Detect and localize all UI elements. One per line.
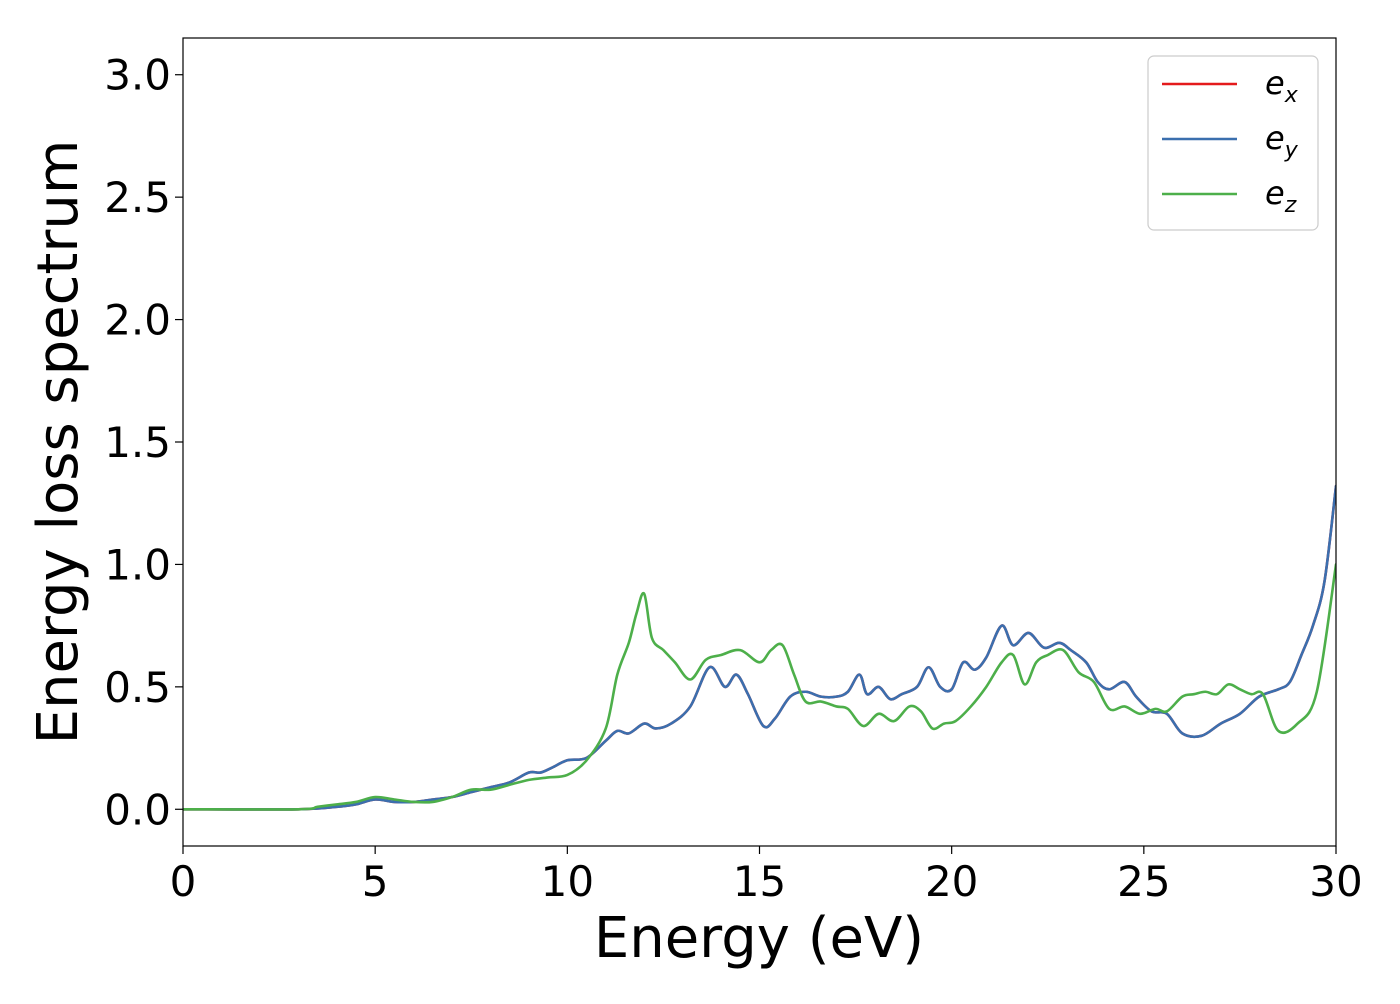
legend-label-base: e [1265, 119, 1285, 157]
x-tick-label: 15 [733, 857, 786, 906]
x-tick-label: 10 [541, 857, 594, 906]
legend-label-base: e [1265, 64, 1285, 102]
x-tick-label: 30 [1309, 857, 1362, 906]
legend-label-base: e [1265, 174, 1285, 212]
x-tick-label: 0 [170, 857, 197, 906]
y-tick-label: 0.0 [104, 785, 171, 834]
legend-box [1147, 55, 1319, 231]
legend-label-subscript: x [1284, 83, 1299, 108]
y-tick-label: 0.5 [104, 663, 171, 712]
x-tick-label: 25 [1117, 857, 1170, 906]
legend-label-y: ey [1265, 119, 1299, 163]
y-tick-label: 1.5 [104, 418, 171, 467]
legend-label-x: ex [1265, 64, 1299, 108]
y-tick-label: 3.0 [104, 51, 171, 100]
x-tick-label: 20 [925, 857, 978, 906]
series-line-x [183, 484, 1336, 811]
x-tick-label: 5 [362, 857, 389, 906]
series-line-y [183, 484, 1336, 811]
y-tick-label: 1.0 [104, 540, 171, 589]
legend-label-subscript: z [1284, 193, 1297, 218]
y-axis-label: Energy loss spectrum [26, 140, 91, 745]
y-tick-label: 2.0 [104, 296, 171, 345]
y-tick-label: 2.5 [104, 173, 171, 222]
legend-label-z: ez [1265, 174, 1297, 218]
x-axis-label: Energy (eV) [594, 906, 924, 971]
series-layer [183, 484, 1336, 811]
legend-label-subscript: y [1284, 138, 1299, 163]
y-axis: 0.0 0.5 1.0 1.5 2.0 2.5 3.0 [104, 51, 183, 834]
series-line-z [183, 563, 1336, 811]
x-axis: 0 5 10 15 20 25 30 [170, 846, 1363, 906]
